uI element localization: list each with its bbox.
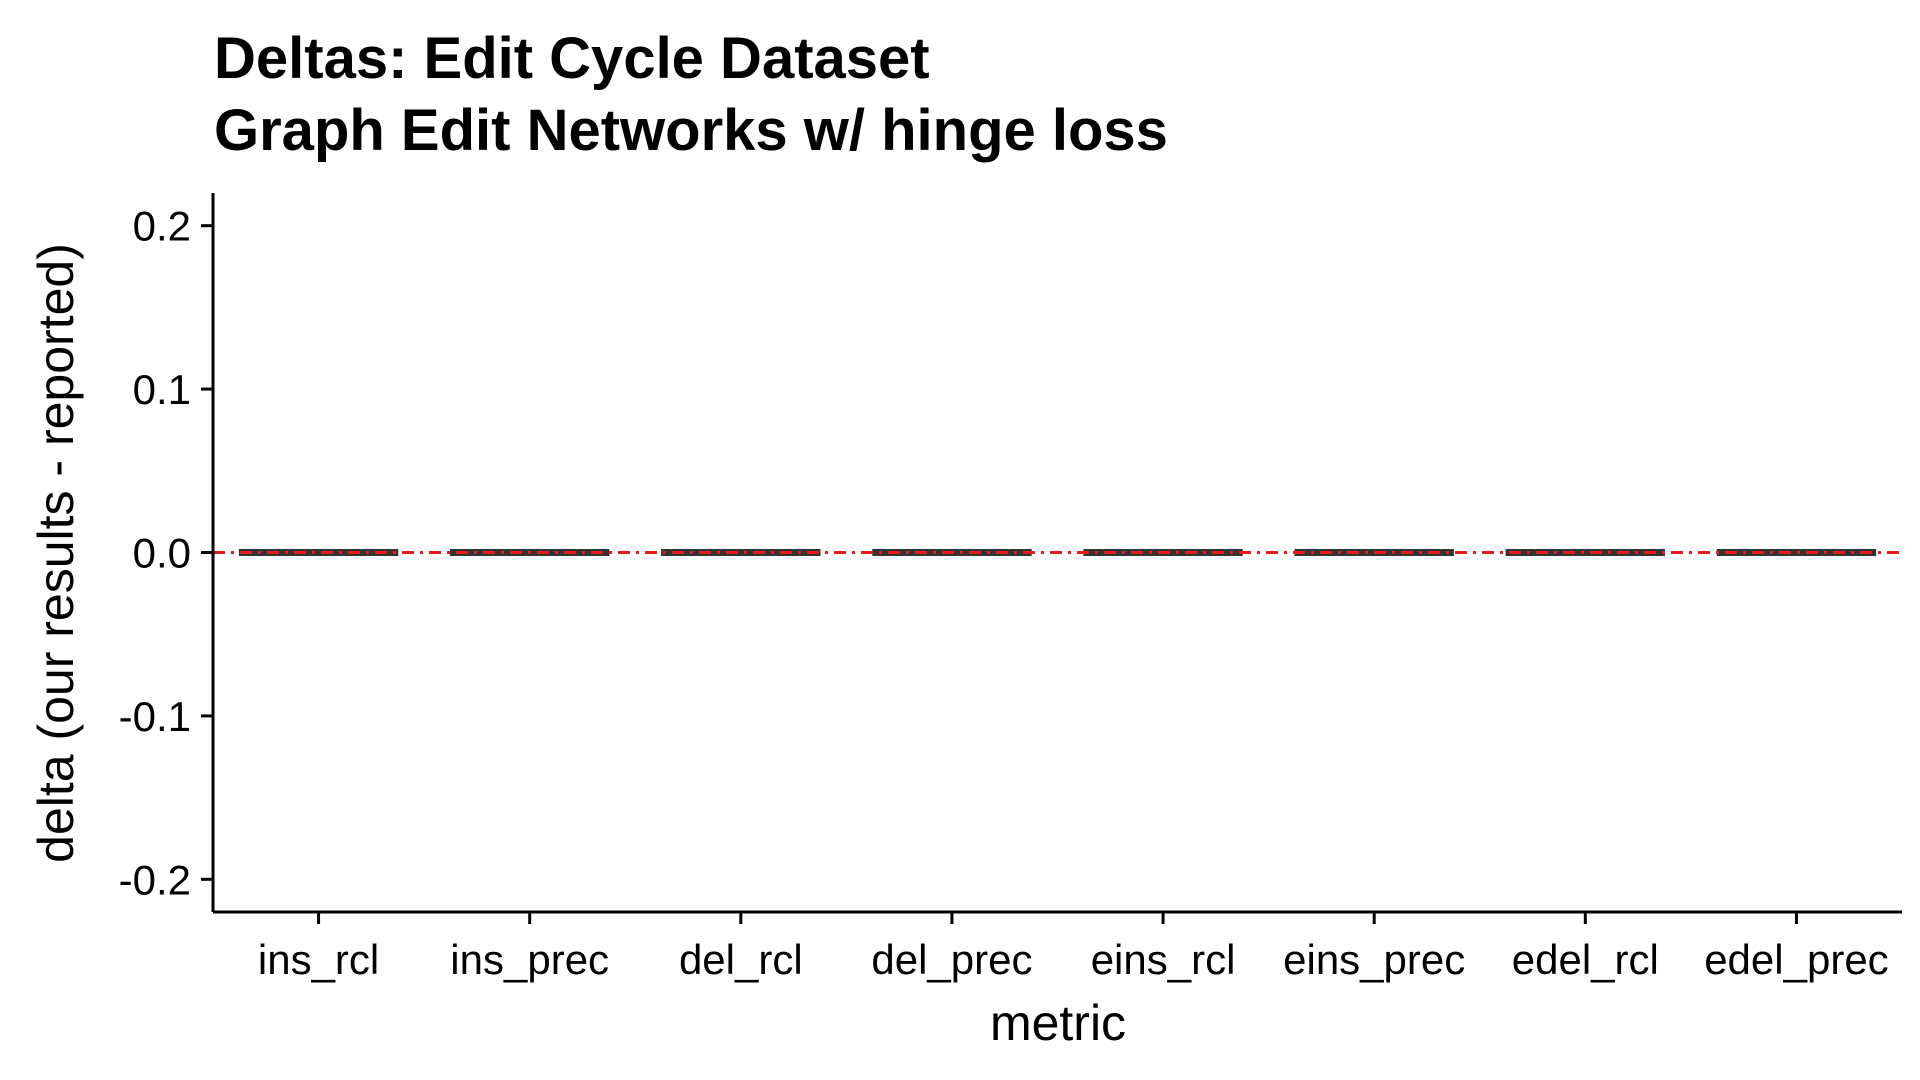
y-tick-label: 0.2 — [133, 203, 191, 250]
x-axis-ticks: ins_rcl ins_prec del_rcl del_prec eins_rcl ei… — [258, 912, 1889, 983]
x-tick-label: eins_prec — [1283, 936, 1465, 983]
x-axis-title: metric — [990, 995, 1126, 1051]
x-tick-label: edel_prec — [1704, 936, 1888, 983]
y-tick-label: 0.1 — [133, 366, 191, 413]
x-tick-label: ins_prec — [450, 936, 609, 983]
x-tick-label: eins_rcl — [1091, 936, 1236, 983]
box-del_rcl — [661, 549, 821, 556]
y-axis-ticks: -0.2 -0.1 0.0 0.1 0.2 — [119, 203, 213, 903]
x-tick-label: del_rcl — [679, 936, 803, 983]
y-tick-label: -0.2 — [119, 856, 191, 903]
chart-title: Deltas: Edit Cycle Dataset — [214, 26, 930, 91]
y-tick-label: 0.0 — [133, 530, 191, 577]
chart-subtitle: Graph Edit Networks w/ hinge loss — [214, 98, 1168, 163]
x-tick-label: del_prec — [871, 936, 1032, 983]
x-tick-label: ins_rcl — [258, 936, 379, 983]
x-tick-label: edel_rcl — [1512, 936, 1659, 983]
box-ins_rcl — [238, 549, 399, 556]
y-axis-title: delta (our results - reported) — [28, 243, 84, 863]
y-tick-label: -0.1 — [119, 693, 191, 740]
